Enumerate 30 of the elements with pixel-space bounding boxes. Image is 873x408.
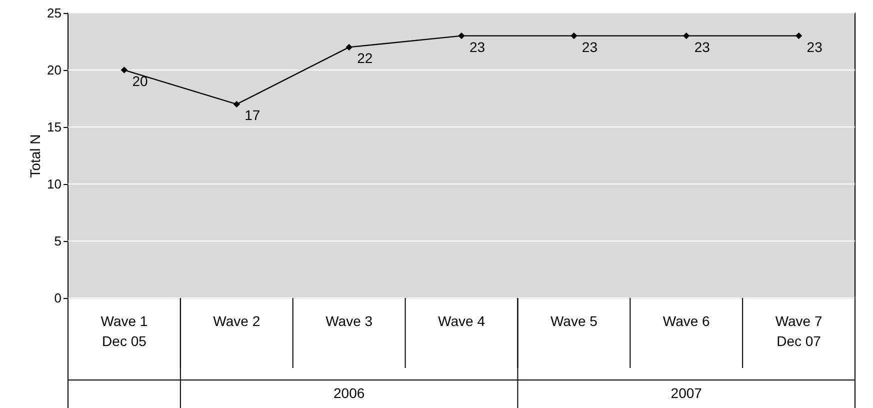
point — [458, 32, 465, 40]
point — [795, 32, 802, 40]
data-label: 23 — [694, 38, 710, 55]
text: 2006 — [333, 385, 365, 401]
point — [120, 66, 128, 74]
point — [233, 100, 240, 108]
y-tick-label: 0 — [54, 290, 62, 306]
data-label: 22 — [357, 50, 373, 66]
x-tick-label: Wave 6 — [662, 313, 710, 329]
point — [346, 44, 352, 51]
data-label: 23 — [806, 38, 823, 55]
data-label: 17 — [244, 107, 260, 124]
point — [683, 32, 690, 40]
text: 2007 — [670, 385, 702, 401]
x-tick-label: Wave 5 — [550, 313, 598, 329]
data-label: 20 — [132, 73, 148, 89]
y-tick-label: 10 — [47, 176, 62, 192]
point — [570, 32, 578, 40]
data-label: 23 — [470, 38, 486, 55]
y-tick-label: 20 — [47, 62, 62, 78]
y-tick-label: 5 — [54, 234, 62, 248]
y-axis-title: Total N — [27, 134, 44, 178]
x-tick-label: Wave 1 Dec 05 — [100, 313, 148, 349]
x-tick-label: Wave 7 Dec 07 — [775, 313, 822, 349]
y-tick-label: 25 — [47, 6, 62, 20]
x-tick-label: Wave 2 — [213, 313, 260, 329]
y-tick-label: 15 — [47, 120, 62, 134]
x-tick-label: Wave 4 — [438, 313, 486, 329]
data-label: 23 — [582, 38, 598, 55]
x-tick-label: Wave 3 — [326, 313, 373, 329]
